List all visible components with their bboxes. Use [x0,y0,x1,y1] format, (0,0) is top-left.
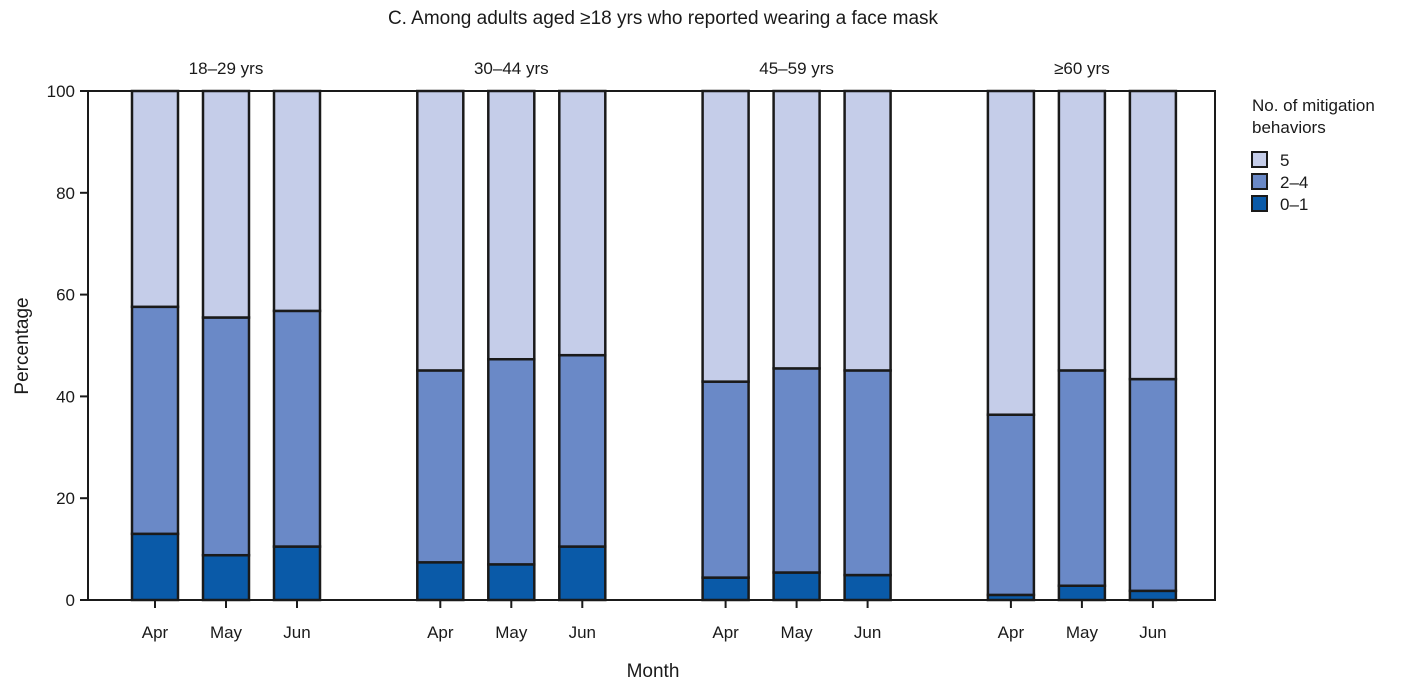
bar-segment [487,357,536,566]
group-label: 30–44 yrs [474,59,549,78]
legend-label: 2–4 [1280,173,1308,192]
x-tick-label: Apr [998,623,1025,642]
x-tick-label: Apr [142,623,169,642]
bar-segment [843,89,892,372]
bar-segment [272,89,322,313]
y-axis-title: Percentage [12,297,33,394]
y-tick-label: 100 [47,82,75,101]
legend-swatch [1251,195,1268,212]
legend-title: behaviors [1252,118,1326,137]
group-label: 18–29 yrs [189,59,264,78]
bar-segment [130,532,180,602]
bar-segment [487,89,536,361]
bar-segment [272,309,322,548]
x-tick-label: May [495,623,528,642]
bar-segment [558,353,607,548]
bar-segment [843,573,892,602]
x-tick-label: Apr [427,623,454,642]
bar-segment [272,545,322,602]
bar-segment [1057,584,1107,602]
bar-segment [558,89,607,357]
bar-segment [416,89,465,372]
y-tick-label: 40 [56,387,75,406]
x-tick-label: May [781,623,814,642]
y-tick-label: 0 [66,591,75,610]
x-tick-label: Jun [1139,623,1166,642]
bar-segment [701,89,750,383]
legend-swatch [1251,151,1268,168]
bar-segment [1057,89,1107,372]
bar-segment [201,89,251,319]
x-tick-label: Jun [283,623,310,642]
x-tick-label: Jun [569,623,596,642]
y-tick-label: 80 [56,184,75,203]
bar-segment [416,561,465,602]
legend: No. of mitigation behaviors 5 2–4 0–1 [1251,96,1375,214]
legend-label: 0–1 [1280,195,1308,214]
bar-segment [1128,589,1178,602]
group-label: ≥60 yrs [1054,59,1110,78]
bar-segment [130,89,180,309]
x-tick-label: Apr [712,623,739,642]
bar-segment [416,369,465,564]
y-axis: 0 20 40 60 80 100 [47,82,88,610]
x-axis-title: Month [627,661,680,682]
bar-segment [1057,369,1107,587]
bar-segment [772,89,821,370]
legend-title: No. of mitigation [1252,96,1375,115]
bar-segment [701,576,750,602]
x-tick-label: May [1066,623,1099,642]
bar-segment [487,563,536,602]
chart-title: C. Among adults aged ≥18 yrs who reporte… [388,8,939,29]
bar-segment [772,571,821,602]
bar-segment [772,367,821,574]
group-label: 45–59 yrs [759,59,834,78]
bar-segment [986,413,1036,597]
x-tick-label: May [210,623,243,642]
y-tick-label: 20 [56,489,75,508]
bar-segment [130,305,180,536]
bars [130,89,1178,602]
bar-segment [201,553,251,602]
legend-label: 5 [1280,151,1289,170]
bar-segment [843,369,892,577]
bar-segment [986,89,1036,416]
bar-segment [558,545,607,602]
bar-segment [1128,377,1178,593]
bar-segment [701,380,750,579]
legend-swatch [1251,173,1268,190]
bar-segment [1128,89,1178,381]
group-labels: 18–29 yrs 30–44 yrs 45–59 yrs ≥60 yrs [189,59,1110,78]
plot-frame [87,90,1216,601]
x-tick-label: Jun [854,623,881,642]
x-axis: Apr May Jun Apr May Jun Apr May Jun Apr May Jun [142,600,1167,642]
bar-segment [201,316,251,557]
y-tick-label: 60 [56,286,75,305]
